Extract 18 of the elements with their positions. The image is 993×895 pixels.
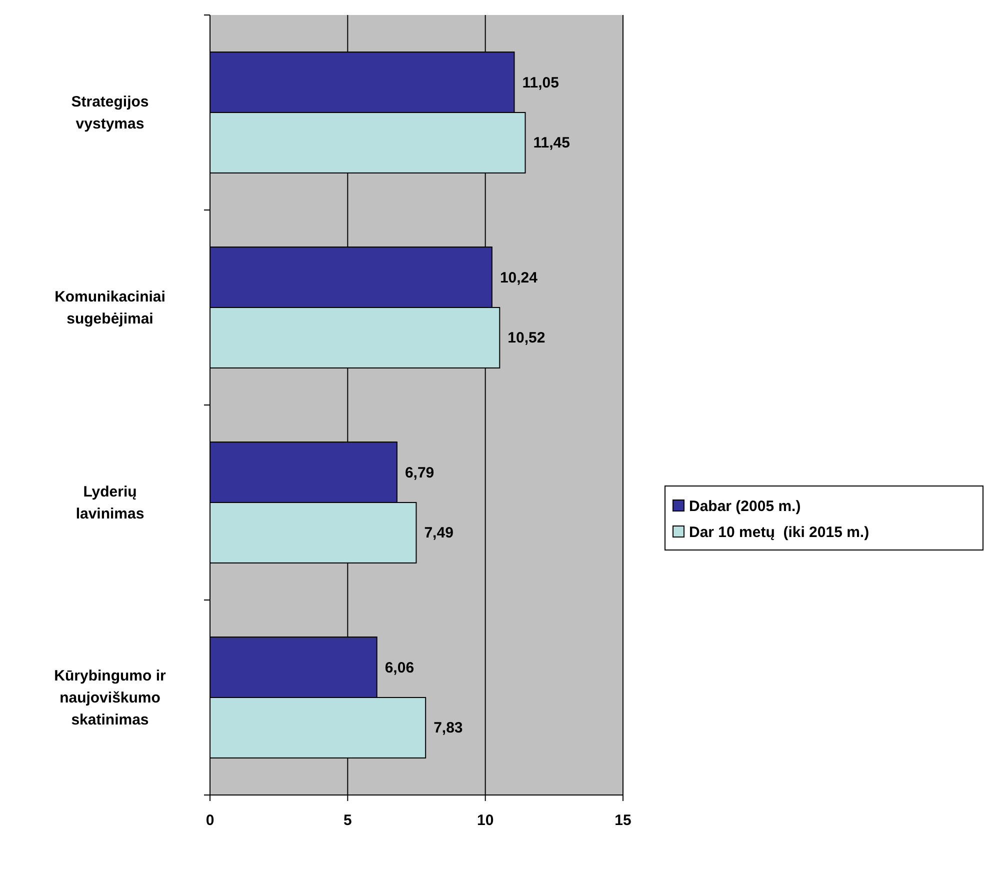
y-tick-label: Strategijos vystymas xyxy=(71,94,149,132)
data-label: 7,49 xyxy=(424,524,454,542)
y-tick-label: Lyderių lavinimas xyxy=(76,484,144,522)
data-label: 7,83 xyxy=(434,720,463,737)
x-tick-label: 10 xyxy=(476,812,494,829)
data-label: 10,24 xyxy=(500,269,538,286)
data-label: 11,45 xyxy=(533,134,570,152)
x-tick-label: 5 xyxy=(343,812,352,829)
data-label: 6,79 xyxy=(404,464,434,482)
data-label: 10,52 xyxy=(508,330,546,347)
y-tick-label: Kūrybingumo ir naujoviškumo skatinimas xyxy=(54,668,166,728)
legend-label: Dabar (2005 m.) xyxy=(689,498,801,515)
legend-label: Dar 10 metų (iki 2015 m.) xyxy=(689,524,870,541)
x-tick-label: 0 xyxy=(206,812,214,829)
y-tick-label: Komunikaciniai sugebėjimai xyxy=(54,288,166,328)
data-label: 6,06 xyxy=(384,659,414,676)
x-tick-label: 15 xyxy=(614,812,632,829)
data-label: 11,05 xyxy=(522,74,559,92)
